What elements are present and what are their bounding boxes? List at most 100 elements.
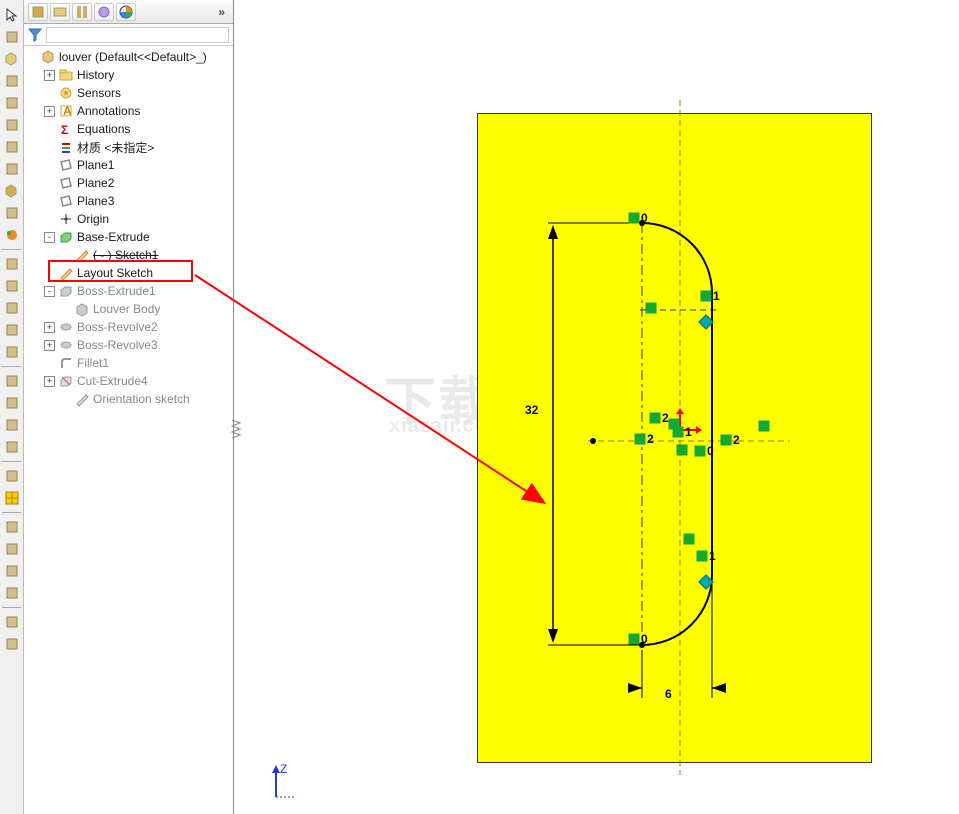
toolbar-solid-icon[interactable] bbox=[2, 276, 22, 296]
toolbar-paste-icon[interactable] bbox=[2, 437, 22, 457]
tree-filter-input[interactable] bbox=[46, 27, 229, 43]
tree-item[interactable]: 材质 <未指定> bbox=[24, 138, 233, 156]
toolbar-dim-icon[interactable] bbox=[2, 583, 22, 603]
tree-item[interactable]: Plane2 bbox=[24, 174, 233, 192]
toolbar-surf-icon[interactable] bbox=[2, 298, 22, 318]
tree-item[interactable]: Origin bbox=[24, 210, 233, 228]
feature-tree: louver (Default<<Default>_) + History Sens… bbox=[24, 46, 233, 814]
toolbar-hand-icon[interactable] bbox=[2, 203, 22, 223]
extrude-dim-icon bbox=[58, 284, 74, 298]
tree-item[interactable]: +Cut-Extrude4 bbox=[24, 372, 233, 390]
tree-item-label: Origin bbox=[77, 212, 109, 226]
toolbar-hide-icon[interactable] bbox=[2, 342, 22, 362]
toolbar-zoom-icon[interactable] bbox=[2, 612, 22, 632]
toolbar-cfg-icon[interactable] bbox=[2, 93, 22, 113]
tree-item[interactable]: Louver Body bbox=[24, 300, 233, 318]
tree-item-label: Sensors bbox=[77, 86, 121, 100]
tree-item[interactable]: + Boss-Revolve3 bbox=[24, 336, 233, 354]
svg-text:32: 32 bbox=[525, 403, 539, 417]
tabs-overflow[interactable]: » bbox=[214, 5, 229, 19]
feature-manager-panel: » louver (Default<<Default>_) + History Se… bbox=[24, 0, 234, 814]
tree-expander[interactable]: + bbox=[44, 106, 55, 117]
tree-expander[interactable]: + bbox=[44, 70, 55, 81]
tree-item[interactable]: Layout Sketch bbox=[24, 264, 233, 282]
toolbar-orient-icon[interactable] bbox=[2, 517, 22, 537]
tree-expander bbox=[60, 394, 71, 405]
toolbar-doc2-icon[interactable] bbox=[2, 137, 22, 157]
panel-splitter-handle[interactable] bbox=[232, 420, 242, 440]
tree-expander bbox=[44, 214, 55, 225]
tree-item[interactable]: Plane1 bbox=[24, 156, 233, 174]
toolbar-copy-icon[interactable] bbox=[2, 415, 22, 435]
graphics-viewport[interactable]: 下载网 xiazaii.com 326012120210 Z bbox=[234, 0, 959, 814]
tree-expander bbox=[44, 178, 55, 189]
tab-render[interactable] bbox=[116, 3, 136, 21]
tree-item[interactable]: Fillet1 bbox=[24, 354, 233, 372]
tree-item-label: Boss-Revolve2 bbox=[77, 320, 158, 334]
tree-item[interactable]: ΣEquations bbox=[24, 120, 233, 138]
tree-expander bbox=[44, 88, 55, 99]
origin-icon bbox=[58, 212, 74, 226]
folder-yellow-icon bbox=[58, 68, 74, 82]
tree-root-label: louver (Default<<Default>_) bbox=[59, 50, 207, 64]
tree-expander[interactable]: + bbox=[44, 340, 55, 351]
sketch-icon bbox=[58, 266, 74, 280]
sketch-dim-icon bbox=[74, 392, 90, 406]
tree-item[interactable]: + History bbox=[24, 66, 233, 84]
toolbar-orient2-icon[interactable] bbox=[2, 539, 22, 559]
tree-item[interactable]: Orientation sketch bbox=[24, 390, 233, 408]
tree-expander[interactable]: - bbox=[44, 232, 55, 243]
tree-item-label: Base-Extrude bbox=[77, 230, 150, 244]
toolbar-cut-icon[interactable] bbox=[2, 393, 22, 413]
tree-expander bbox=[44, 160, 55, 171]
sketch-overlay: 326012120210 bbox=[234, 0, 959, 814]
tree-item-label: Plane1 bbox=[77, 158, 114, 172]
tab-dimxpert[interactable] bbox=[94, 3, 114, 21]
tab-config-manager[interactable] bbox=[72, 3, 92, 21]
tree-item[interactable]: - Base-Extrude bbox=[24, 228, 233, 246]
svg-text:2: 2 bbox=[647, 432, 654, 446]
tree-item[interactable]: Sensors bbox=[24, 84, 233, 102]
toolbar-doc-icon[interactable] bbox=[2, 115, 22, 135]
sketch-icon bbox=[74, 248, 90, 262]
toolbar-color-icon[interactable] bbox=[2, 225, 22, 245]
toolbar-select-icon[interactable] bbox=[2, 5, 22, 25]
toolbar-box-icon[interactable] bbox=[2, 49, 22, 69]
tree-item-label: ( - ) Sketch1 bbox=[93, 248, 158, 262]
tree-item[interactable]: + Boss-Revolve2 bbox=[24, 318, 233, 336]
tree-item[interactable]: ( - ) Sketch1 bbox=[24, 246, 233, 264]
toolbar-wire-icon[interactable] bbox=[2, 320, 22, 340]
toolbar-sheet-icon[interactable] bbox=[2, 466, 22, 486]
svg-text:2: 2 bbox=[662, 411, 669, 425]
fillet-dim-icon bbox=[58, 356, 74, 370]
toolbar-cube-icon[interactable] bbox=[2, 181, 22, 201]
tree-expander bbox=[44, 142, 55, 153]
toolbar-feature-icon[interactable] bbox=[2, 71, 22, 91]
toolbar-grid-icon[interactable] bbox=[2, 488, 22, 508]
svg-text:2: 2 bbox=[733, 433, 740, 447]
revolve-dim-icon bbox=[58, 338, 74, 352]
tree-item[interactable]: -Boss-Extrude1 bbox=[24, 282, 233, 300]
tree-item[interactable]: Plane3 bbox=[24, 192, 233, 210]
svg-text:1: 1 bbox=[713, 289, 720, 303]
tree-expander[interactable]: - bbox=[44, 286, 55, 297]
toolbar-note-icon[interactable] bbox=[2, 561, 22, 581]
tree-expander bbox=[44, 196, 55, 207]
toolbar-sketch-icon[interactable] bbox=[2, 27, 22, 47]
tree-expander[interactable]: + bbox=[44, 376, 55, 387]
tab-property-manager[interactable] bbox=[50, 3, 70, 21]
tree-expander bbox=[60, 304, 71, 315]
tree-root[interactable]: louver (Default<<Default>_) bbox=[24, 48, 233, 66]
tree-item-label: Boss-Revolve3 bbox=[77, 338, 158, 352]
tree-item[interactable]: +AAnnotations bbox=[24, 102, 233, 120]
tree-item-label: History bbox=[77, 68, 114, 82]
toolbar-edit-icon[interactable] bbox=[2, 371, 22, 391]
svg-text:6: 6 bbox=[665, 687, 672, 701]
toolbar-measure-icon[interactable] bbox=[2, 159, 22, 179]
tree-item-label: Louver Body bbox=[93, 302, 160, 316]
tree-expander[interactable]: + bbox=[44, 322, 55, 333]
toolbar-pan-icon[interactable] bbox=[2, 634, 22, 654]
body-dim-icon bbox=[74, 302, 90, 316]
tab-feature-tree[interactable] bbox=[28, 3, 48, 21]
toolbar-eye-icon[interactable] bbox=[2, 254, 22, 274]
